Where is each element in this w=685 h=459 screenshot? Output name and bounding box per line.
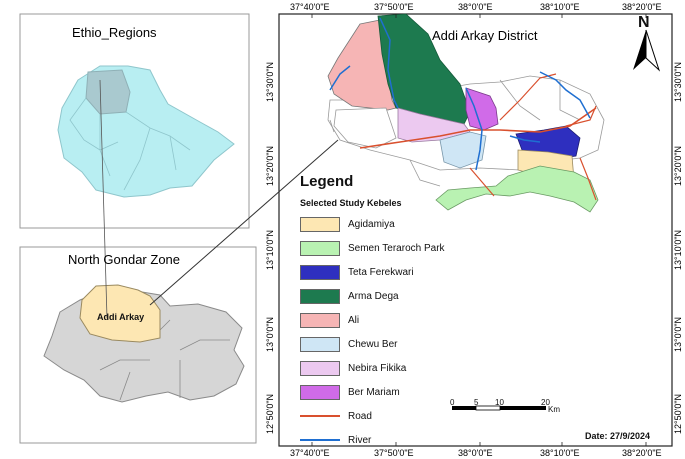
coord-right-1: 13°30'0"N [673,61,683,102]
district-map [327,13,605,213]
legend-item-label: Ber Mariam [348,386,400,398]
legend-color-swatch [300,312,340,328]
legend-color-swatch [300,288,340,304]
semen-teraroch-park-kebele [435,165,599,213]
legend-line-swatch [300,439,340,441]
addi-arkay-label: Addi Arkay [97,312,145,322]
map-date: Date: 27/9/2024 [585,431,651,441]
legend-item-label: Semen Teraroch Park [348,242,445,254]
ethio-regions-title: Ethio_Regions [72,25,157,40]
addi-arkay-highlight [79,284,161,343]
legend-color-swatch [300,216,340,232]
coord-bottom-2: 37°50'0"E [374,448,414,458]
ber-mariam-kebele [465,87,499,131]
north-arrow-icon [633,29,661,72]
coord-bottom-4: 38°10'0"E [540,448,580,458]
legend-item-ali: Ali [300,312,359,328]
connector-line-vertical [99,79,108,319]
coord-bottom-5: 38°20'0"E [622,448,662,458]
coord-top-4: 38°10'0"E [540,2,580,12]
legend-color-swatch [300,360,340,376]
scale-tick-5: 5 [474,398,479,407]
legend-item-road: Road [300,408,372,424]
coord-left-3: 13°10'0"N [265,229,275,270]
legend-item-semen-teraroch-park: Semen Teraroch Park [300,240,445,256]
coord-right-2: 13°20'0"N [673,145,683,186]
legend-item-label: Agidamiya [348,218,395,230]
scale-tick-0: 0 [450,398,455,407]
legend-item-label: Nebira Fikika [348,362,407,374]
north-gondar-title: North Gondar Zone [68,252,181,267]
river-line [329,17,591,171]
district-title: Addi Arkay District [432,28,538,43]
legend-item-label: River [348,434,372,446]
coord-left-1: 13°30'0"N [265,61,275,102]
scale-unit: Km [548,405,560,414]
coord-left-4: 13°0'0"N [265,316,275,352]
arma-dega-kebele [377,13,471,125]
coord-bottom-3: 38°0'0"E [458,448,493,458]
coord-top-1: 37°40'0"E [290,2,330,12]
legend-item-chewu-ber: Chewu Ber [300,336,397,352]
road-line [359,107,597,149]
legend-color-swatch [300,384,340,400]
coord-top-2: 37°50'0"E [374,2,414,12]
legend-line-swatch [300,415,340,417]
scale-tick-20: 20 [541,398,550,407]
ethiopia-map [57,65,235,198]
coord-left-2: 13°20'0"N [265,145,275,186]
legend-item-river: River [300,432,371,448]
connector-line-diagonal [149,139,339,306]
coord-top-3: 38°0'0"E [458,2,493,12]
legend-color-swatch [300,336,340,352]
legend-item-label: Teta Ferekwari [348,266,414,278]
legend-subtitle: Selected Study Kebeles [300,198,402,208]
coord-bottom-1: 37°40'0"E [290,448,330,458]
coord-right-3: 13°10'0"N [673,229,683,270]
coord-right-5: 12°50'0"N [673,393,683,434]
scale-bar [452,405,546,411]
legend-item-ber-mariam: Ber Mariam [300,384,400,400]
north-label: N [638,14,650,31]
coord-top-5: 38°20'0"E [622,2,662,12]
legend-item-label: Arma Dega [348,290,399,302]
legend-title: Legend [300,173,354,190]
legend-item-label: Ali [348,314,360,326]
legend-item-arma-dega: Arma Dega [300,288,399,304]
chewu-ber-kebele [439,131,487,169]
north-gondar-map [43,284,245,403]
legend-item-label: Chewu Ber [348,338,398,350]
coord-right-4: 13°0'0"N [673,316,683,352]
frame-ticks [311,14,647,446]
scale-tick-10: 10 [495,398,504,407]
legend-item-agidamiya: Agidamiya [300,216,395,232]
legend-color-swatch [300,264,340,280]
legend-color-swatch [300,240,340,256]
legend-item-nebira-fikika: Nebira Fikika [300,360,406,376]
legend-item-teta-ferekwari: Teta Ferekwari [300,264,414,280]
legend-item-label: Road [348,410,372,422]
coord-left-5: 12°50'0"N [265,393,275,434]
